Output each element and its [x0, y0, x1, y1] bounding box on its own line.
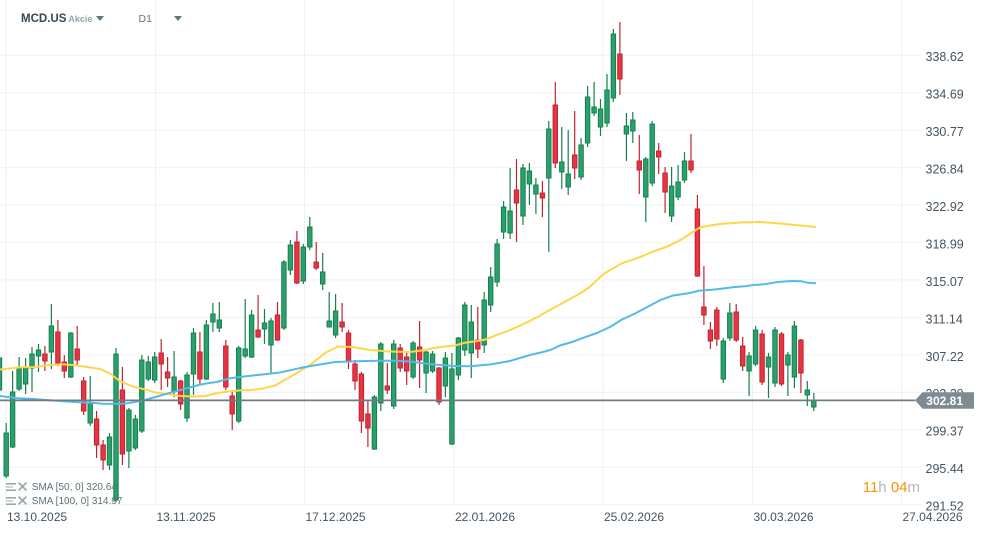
svg-text:25.02.2026: 25.02.2026	[604, 510, 664, 524]
svg-text:322.92: 322.92	[926, 200, 964, 214]
svg-text:299.37: 299.37	[926, 425, 964, 439]
svg-text:318.99: 318.99	[926, 237, 964, 251]
svg-text:30.03.2026: 30.03.2026	[754, 510, 814, 524]
svg-text:307.22: 307.22	[926, 350, 964, 364]
svg-text:27.04.2026: 27.04.2026	[903, 510, 963, 524]
svg-text:13.10.2025: 13.10.2025	[7, 510, 67, 524]
svg-text:302.81: 302.81	[926, 394, 963, 408]
svg-text:338.62: 338.62	[926, 50, 964, 64]
svg-text:315.07: 315.07	[926, 275, 964, 289]
svg-text:291.52: 291.52	[926, 500, 964, 514]
svg-text:334.69: 334.69	[926, 88, 964, 102]
svg-text:22.01.2026: 22.01.2026	[455, 510, 515, 524]
svg-text:295.44: 295.44	[926, 462, 964, 476]
svg-text:330.77: 330.77	[926, 125, 964, 139]
svg-text:13.11.2025: 13.11.2025	[157, 510, 216, 524]
svg-text:17.12.2025: 17.12.2025	[306, 510, 366, 524]
svg-text:326.84: 326.84	[926, 163, 964, 177]
svg-text:311.14: 311.14	[926, 312, 963, 326]
